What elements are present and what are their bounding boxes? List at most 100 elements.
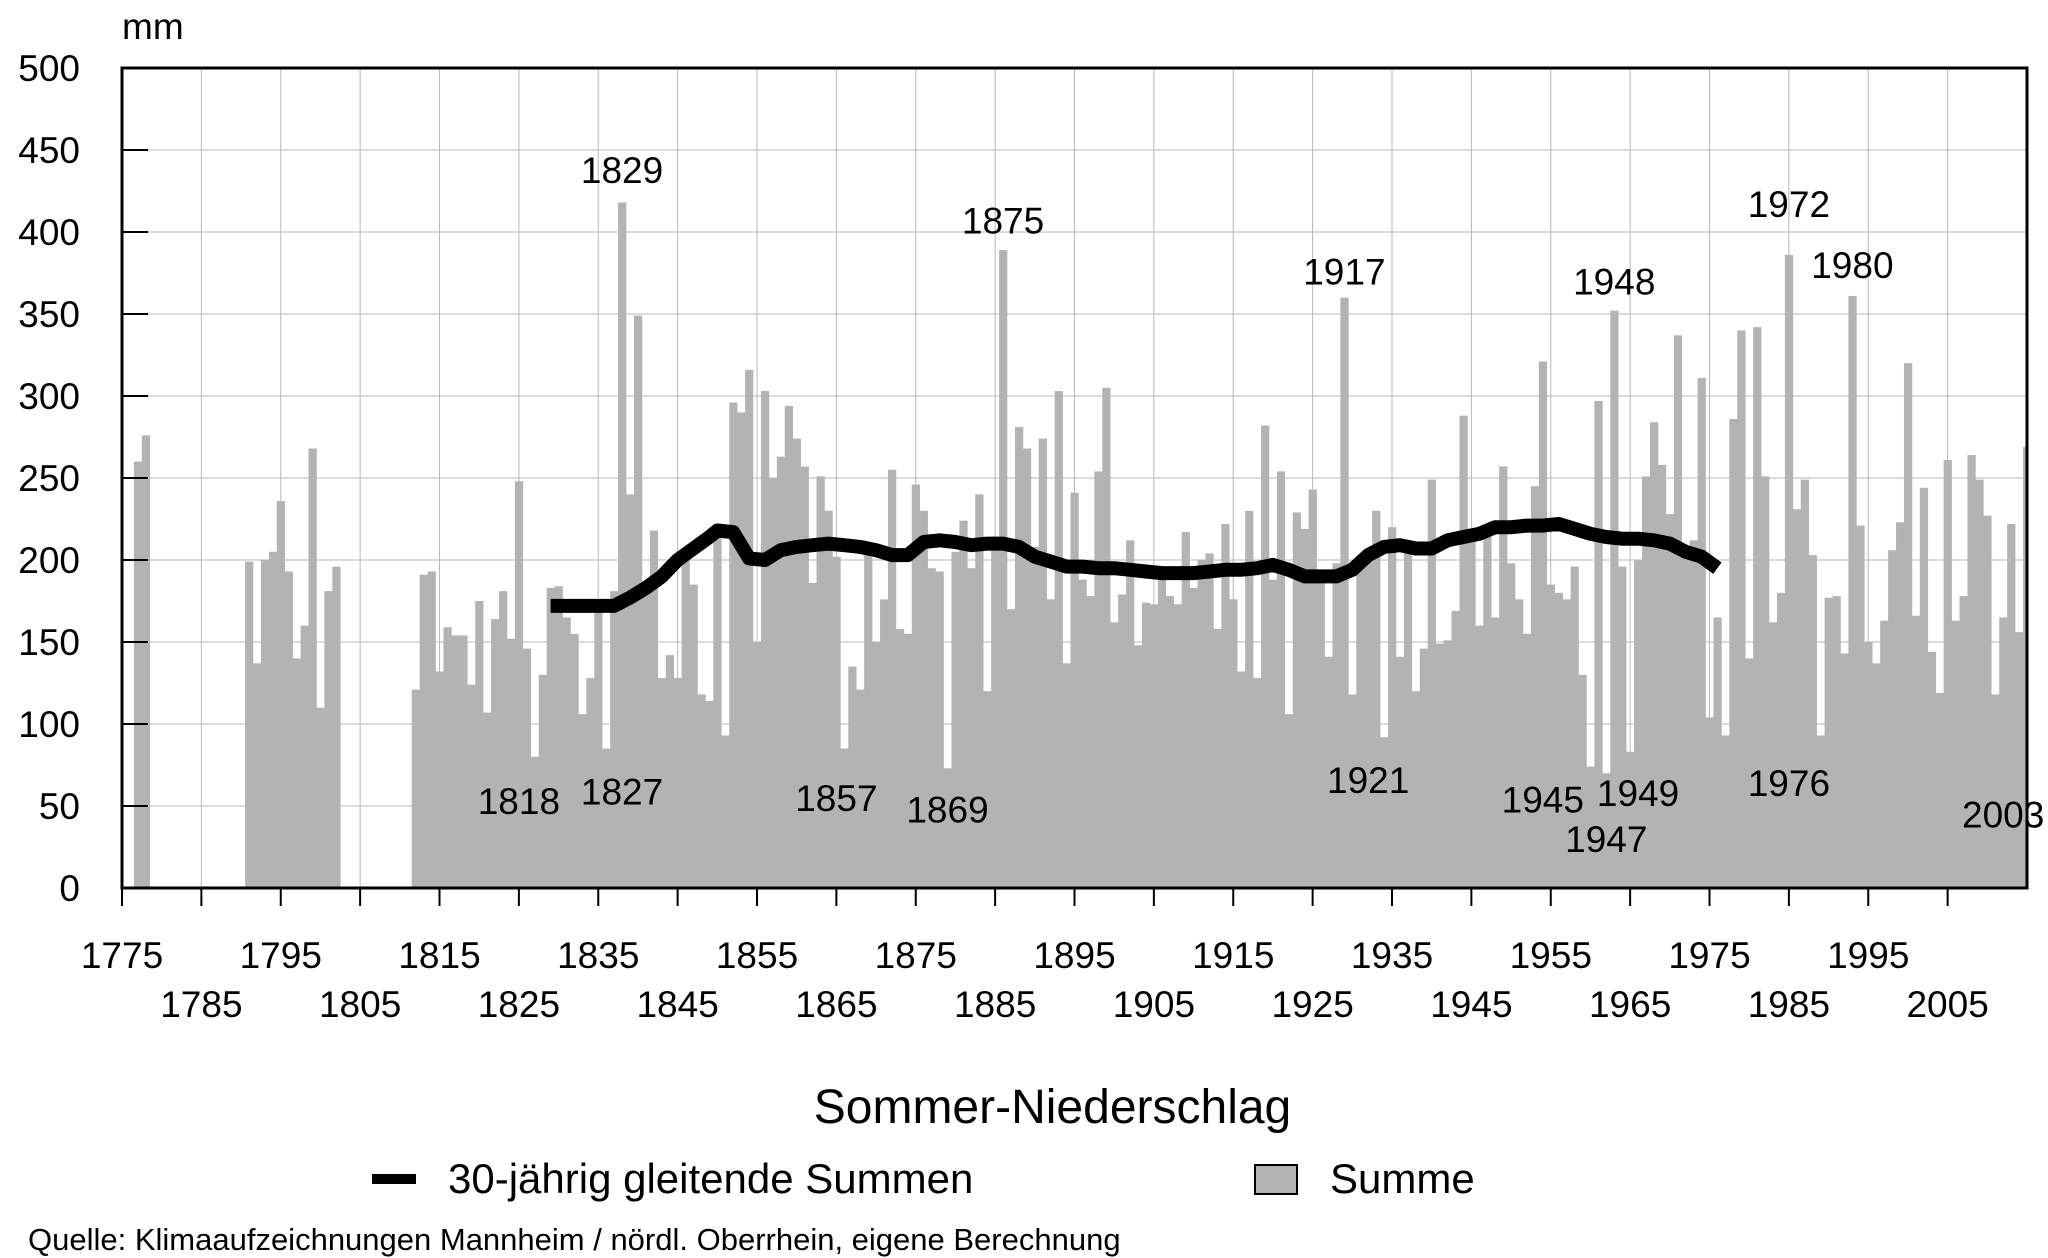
y-tick-label: 0 (59, 868, 80, 909)
bar-summe (1784, 254, 1794, 888)
bar-summe (951, 551, 960, 888)
bar-summe (300, 625, 309, 888)
bar-summe (864, 555, 873, 888)
bar-summe (1165, 596, 1175, 888)
bar-summe (1030, 546, 1040, 888)
bar-summe (800, 466, 809, 888)
bar-summe (848, 666, 857, 888)
y-tick-label: 450 (18, 130, 80, 171)
bar-summe (1935, 692, 1944, 888)
x-tick-label: 1875 (875, 935, 957, 976)
bar-summe (1530, 486, 1540, 888)
bar-summe (1546, 584, 1556, 888)
bar-summe (1848, 295, 1857, 889)
annotation-label: 1947 (1565, 819, 1647, 860)
x-tick-label: 1895 (1033, 935, 1115, 976)
legend-item-sum: Summe (1254, 1155, 1475, 1203)
x-tick-label: 1785 (160, 984, 242, 1025)
bar-summe (1229, 599, 1238, 888)
bar-summe (546, 587, 555, 888)
bar-summe (1856, 525, 1865, 888)
bar-summe (1427, 479, 1436, 888)
bar-summe (506, 638, 516, 888)
bar-summe (903, 633, 913, 888)
bar-summe (1411, 691, 1421, 888)
bar-summe (1189, 587, 1198, 888)
bar-summe (1134, 645, 1143, 888)
bar-summe (1657, 464, 1667, 888)
bar-summe (1594, 400, 1603, 888)
bar-summe (1610, 310, 1619, 889)
bar-summe (1578, 674, 1587, 888)
annotation-label: 1818 (478, 781, 560, 822)
bar-summe (499, 591, 508, 888)
bar-summe (475, 601, 484, 888)
legend-bar-label: Summe (1330, 1155, 1475, 1202)
bar-summe (935, 571, 944, 888)
bar-summe (1943, 459, 1952, 888)
bar-summe (1959, 596, 1968, 888)
y-tick-label: 50 (39, 786, 80, 827)
bar-summe (665, 655, 674, 888)
bar-summe (1737, 330, 1746, 888)
bar-summe (1570, 566, 1579, 888)
bar-summe (1332, 563, 1341, 888)
bar-summe (1562, 599, 1571, 888)
annotation-label: 1869 (906, 789, 988, 830)
bar-summe (1253, 678, 1262, 888)
legend-item-moving-sum: 30-jährig gleitende Summen (372, 1155, 973, 1203)
y-tick-label: 200 (18, 540, 80, 581)
bar-summe (1388, 527, 1397, 888)
bar-summe (832, 556, 841, 888)
bar-summe (991, 543, 1000, 888)
bar-summe (1086, 596, 1095, 888)
bar-summe (538, 674, 547, 888)
bar-summe (1022, 448, 1032, 888)
bar-summe (1499, 466, 1508, 888)
bar-summe (697, 694, 706, 888)
bar-summe (1951, 620, 1960, 888)
x-tick-label: 1825 (478, 984, 560, 1025)
bar-summe (713, 523, 722, 888)
bar-summe (1213, 628, 1222, 888)
legend-bar-swatch (1254, 1163, 1298, 1195)
bar-summe (911, 484, 921, 888)
bar-summe (887, 469, 897, 888)
bar-summe (943, 768, 952, 888)
annotation-label: 1917 (1303, 251, 1385, 292)
bar-summe (514, 481, 524, 888)
bar-summe (689, 584, 698, 888)
x-tick-label: 1835 (557, 935, 639, 976)
bar-summe (1634, 560, 1643, 888)
bar-summe (419, 574, 428, 888)
annotation-label: 1948 (1573, 261, 1655, 302)
x-tick-label: 1845 (636, 984, 718, 1025)
x-tick-label: 1865 (795, 984, 877, 1025)
x-tick-label: 1955 (1510, 935, 1592, 976)
bar-summe (919, 510, 928, 888)
bar-summe (1872, 663, 1881, 888)
bar-summe (1983, 515, 1992, 888)
annotation-label: 1972 (1748, 184, 1830, 225)
bar-summe (554, 586, 563, 888)
bar-summe (1126, 540, 1135, 888)
bar-summe (316, 707, 325, 888)
bar-summe (1173, 604, 1182, 888)
bar-summe (276, 500, 286, 888)
x-tick-label: 1985 (1748, 984, 1830, 1025)
bar-summe (245, 561, 254, 888)
bar-summe (880, 599, 889, 888)
bar-summe (1118, 594, 1127, 888)
bar-summe (1181, 532, 1190, 888)
bar-summe (1014, 427, 1024, 888)
bar-summe (1110, 622, 1119, 888)
bar-summe (792, 438, 801, 888)
bar-summe (1888, 550, 1897, 888)
bar-summe (324, 591, 333, 888)
x-tick-label: 2005 (1906, 984, 1988, 1025)
x-tick-label: 1915 (1192, 935, 1274, 976)
bar-summe (745, 369, 754, 888)
bar-summe (1808, 555, 1817, 888)
bar-summe (602, 748, 611, 888)
bar-summe (681, 560, 690, 888)
